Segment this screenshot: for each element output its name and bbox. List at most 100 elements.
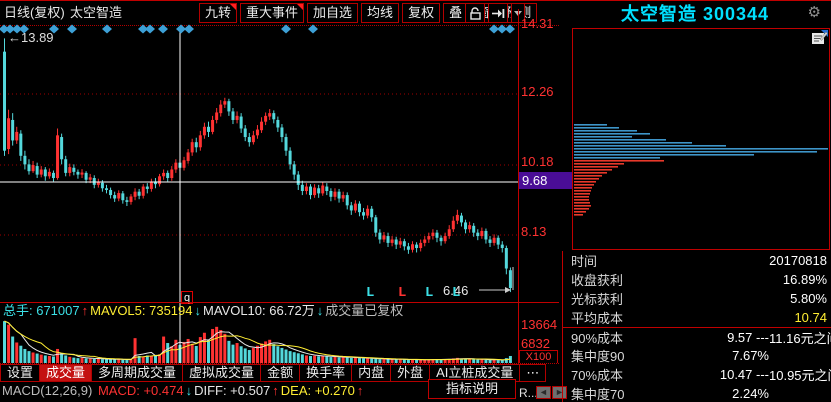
period-label[interactable]: 日线(复权) bbox=[4, 5, 65, 20]
tab-inner-volume[interactable]: 内盘 bbox=[351, 364, 392, 382]
volume-bar bbox=[423, 359, 427, 363]
volume-bar bbox=[166, 343, 170, 363]
candle-body bbox=[251, 135, 255, 143]
volume-bar bbox=[366, 358, 370, 363]
candle-body bbox=[476, 232, 480, 237]
nav-next-button[interactable]: ► bbox=[552, 386, 567, 399]
volume-bar bbox=[3, 321, 6, 363]
profile-bar-above bbox=[574, 130, 637, 132]
stat-row: 平均成本 10.74 bbox=[563, 308, 831, 327]
candle-body bbox=[3, 51, 6, 151]
tab-more[interactable]: ⋯ bbox=[519, 364, 547, 382]
volume-bar bbox=[64, 355, 68, 363]
tab-settings[interactable]: 设置 bbox=[0, 364, 41, 382]
event-diamond-icon[interactable] bbox=[184, 24, 194, 34]
event-diamond-icon[interactable] bbox=[102, 24, 112, 34]
tab-turnover-rate[interactable]: 换手率 bbox=[299, 364, 353, 382]
candle-body bbox=[47, 171, 51, 177]
profile-bar-below bbox=[574, 172, 607, 174]
candle-body bbox=[427, 236, 431, 240]
event-diamond-icon[interactable] bbox=[308, 24, 318, 34]
volume-bar bbox=[292, 352, 296, 363]
major-events-button[interactable]: 重大事件 bbox=[240, 3, 305, 23]
event-diamond-icon[interactable] bbox=[158, 24, 168, 34]
volume-bar bbox=[100, 359, 104, 363]
candle-body bbox=[411, 244, 414, 250]
candle-body bbox=[56, 135, 60, 179]
volume-bar bbox=[223, 333, 227, 363]
indicator-help-button[interactable]: 指标说明 bbox=[428, 379, 516, 399]
lock-icon[interactable] bbox=[465, 3, 485, 23]
volume-bar bbox=[239, 346, 243, 363]
event-diamond-icon[interactable] bbox=[67, 24, 77, 34]
event-diamond-icon[interactable] bbox=[5, 24, 15, 34]
volume-bar bbox=[125, 360, 129, 363]
profile-bar-below bbox=[574, 193, 590, 195]
event-diamond-icon[interactable] bbox=[145, 24, 155, 34]
corner-marker bbox=[230, 4, 237, 10]
volume-bar bbox=[451, 358, 455, 363]
tab-amount[interactable]: 金额 bbox=[260, 364, 301, 382]
volume-bar bbox=[504, 358, 508, 363]
stock-name-label: 太空智造 bbox=[70, 5, 123, 20]
cost-stats-panel: 时间 20170818 收盘获利 16.89% 光标获利 5.80% 平均成本 10.74 90… bbox=[563, 251, 831, 402]
ma-button[interactable]: 均线 bbox=[361, 3, 400, 23]
event-diamond-icon[interactable] bbox=[489, 24, 499, 34]
candle-body bbox=[378, 232, 382, 240]
macd-item: DEA: +0.270 bbox=[280, 383, 355, 398]
volume-bar bbox=[202, 332, 206, 363]
event-diamond-icon[interactable] bbox=[0, 24, 9, 34]
candle-body bbox=[309, 186, 312, 196]
stat-row: 光标获利 5.80% bbox=[563, 289, 831, 308]
profile-bar-below bbox=[574, 160, 664, 162]
event-diamond-icon[interactable] bbox=[497, 24, 507, 34]
stat-row: 收盘获利 16.89% bbox=[563, 270, 831, 289]
candle-body bbox=[508, 270, 512, 288]
candle-body bbox=[7, 118, 11, 149]
indicator-tab-bar: 设置 成交量 多周期成交量 虚拟成交量 金额 换手率 内盘 外盘 AI立桩成交量 ⋯ bbox=[0, 363, 559, 382]
candle-body bbox=[51, 172, 55, 179]
volume-bar bbox=[304, 355, 308, 363]
event-diamond-icon[interactable] bbox=[281, 24, 291, 34]
candle-body bbox=[341, 195, 345, 199]
event-diamond-icon[interactable] bbox=[19, 24, 29, 34]
add-watchlist-button[interactable]: 加自选 bbox=[307, 3, 359, 23]
volume-bar bbox=[174, 339, 178, 363]
candle-body bbox=[402, 241, 406, 247]
volume-bar bbox=[19, 345, 23, 363]
event-diamond-icon[interactable] bbox=[12, 24, 22, 34]
profile-bar-below bbox=[574, 190, 591, 192]
candle-body bbox=[304, 186, 308, 191]
volume-bar bbox=[284, 349, 288, 363]
nav-prev-button[interactable]: ◄ bbox=[536, 386, 551, 399]
candle-body bbox=[439, 237, 443, 242]
note-icon[interactable] bbox=[811, 30, 828, 45]
volume-bar bbox=[345, 357, 349, 363]
go-to-latest-icon[interactable] bbox=[488, 3, 508, 23]
volume-bar bbox=[60, 353, 64, 363]
volume-bar bbox=[419, 359, 423, 363]
nine-turn-button[interactable]: 九转 bbox=[199, 3, 238, 23]
profile-bar-below bbox=[574, 175, 602, 177]
tab-outer-volume[interactable]: 外盘 bbox=[390, 364, 431, 382]
event-diamond-icon[interactable] bbox=[505, 24, 515, 34]
event-diamond-icon[interactable] bbox=[176, 24, 186, 34]
r-label[interactable]: R... bbox=[519, 386, 538, 400]
tab-multi-period-volume[interactable]: 多周期成交量 bbox=[91, 364, 184, 382]
profile-bar-below bbox=[574, 169, 612, 171]
event-diamond-markers[interactable] bbox=[0, 24, 515, 34]
gear-icon[interactable]: ⚙ bbox=[807, 4, 821, 21]
volume-bar bbox=[488, 360, 492, 363]
volume-bar bbox=[508, 355, 512, 363]
tab-volume[interactable]: 成交量 bbox=[39, 364, 93, 382]
event-diamond-icon[interactable] bbox=[138, 24, 148, 34]
candle-body bbox=[264, 115, 268, 122]
candlestick-and-volume-chart[interactable] bbox=[0, 24, 559, 363]
event-diamond-icon[interactable] bbox=[49, 24, 59, 34]
tab-virtual-volume[interactable]: 虚拟成交量 bbox=[182, 364, 262, 382]
candle-body bbox=[129, 196, 133, 202]
volume-bar bbox=[186, 338, 190, 363]
candle-body bbox=[325, 186, 329, 191]
adjust-button[interactable]: 复权 bbox=[402, 3, 441, 23]
